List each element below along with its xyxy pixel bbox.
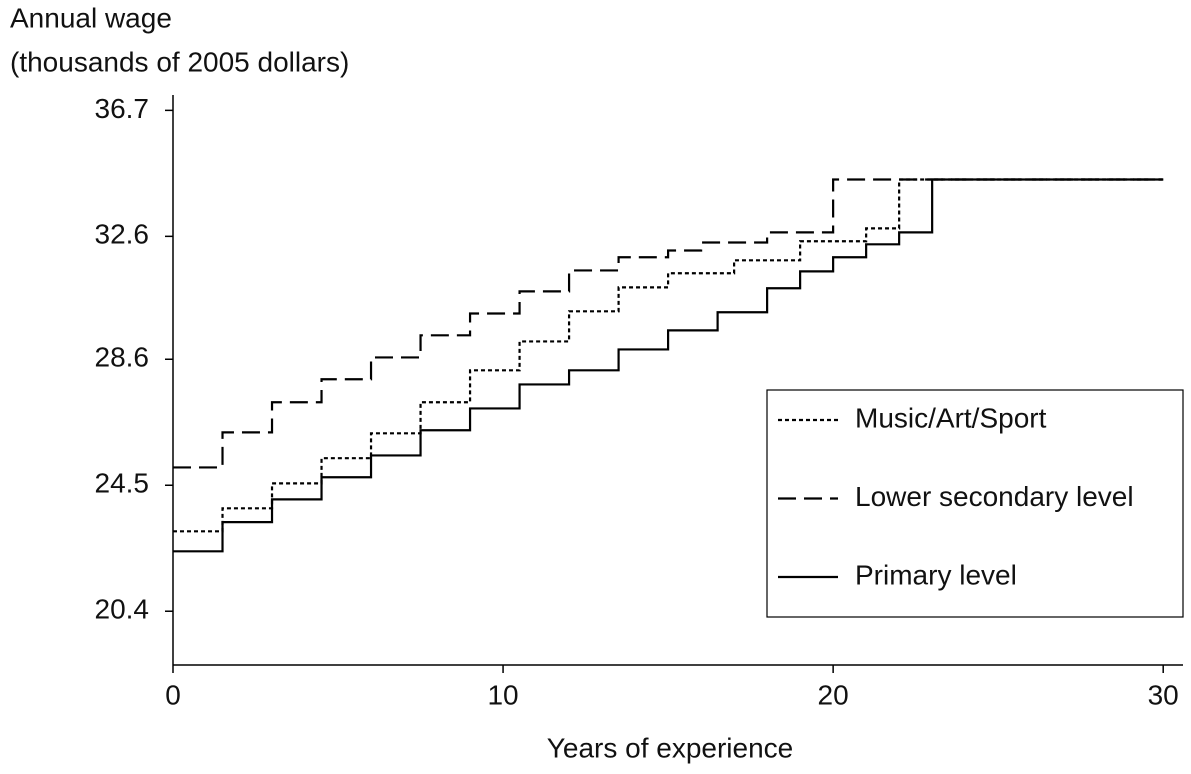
step-line <box>173 178 1164 469</box>
x-tick-label: 10 <box>487 679 518 710</box>
step-line <box>173 178 1164 553</box>
y-tick-label: 32.6 <box>95 219 150 250</box>
x-tick-label: 30 <box>1148 679 1179 710</box>
legend-label: Lower secondary level <box>855 481 1134 512</box>
y-tick-label: 36.7 <box>95 93 150 124</box>
x-tick-label: 20 <box>818 679 849 710</box>
legend-label: Primary level <box>855 559 1017 590</box>
y-axis-label: Annual wage <box>10 2 172 33</box>
y-tick-label: 20.4 <box>95 594 150 625</box>
y-axis-label: (thousands of 2005 dollars) <box>10 46 349 77</box>
y-tick-label: 28.6 <box>95 342 150 373</box>
legend-label: Music/Art/Sport <box>855 402 1047 433</box>
legend-box <box>766 389 1184 618</box>
x-axis-label: Years of experience <box>547 732 793 763</box>
x-tick-label: 0 <box>165 679 181 710</box>
step-line <box>173 178 1164 533</box>
y-tick-label: 24.5 <box>95 468 150 499</box>
